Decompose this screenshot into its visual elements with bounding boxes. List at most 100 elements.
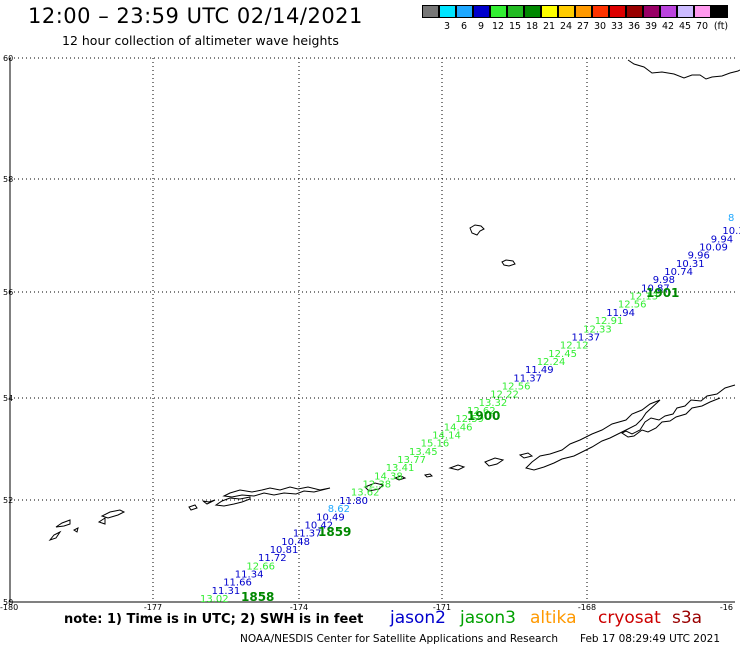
wave-height-label: 13.02 xyxy=(200,594,229,605)
page-subtitle: 12 hour collection of altimeter wave hei… xyxy=(62,33,339,48)
colorbar-unit: (ft) xyxy=(713,21,729,32)
colorbar-label: 39 xyxy=(644,21,658,32)
coastline-segment xyxy=(501,259,516,267)
wave-height-label: 12.13 xyxy=(630,292,659,303)
wave-height-label: 15.16 xyxy=(421,439,450,450)
latitude-label: 54 xyxy=(3,394,13,403)
wave-height-label: 11.72 xyxy=(258,553,287,564)
colorbar-swatch xyxy=(456,5,473,18)
colorbar-label: 12 xyxy=(491,21,505,32)
colorbar-swatch xyxy=(626,5,643,18)
wave-height-label: 10.42 xyxy=(305,520,334,531)
longitude-label: -168 xyxy=(578,603,596,612)
wave-height-label: 14.38 xyxy=(374,471,403,482)
wave-height-label: 10.31 xyxy=(676,259,705,270)
longitude-label: -177 xyxy=(144,603,162,612)
wave-height-label: 12.62 xyxy=(467,406,496,417)
colorbar-swatch xyxy=(592,5,609,18)
wave-height-label: 11.31 xyxy=(212,586,241,597)
coastline-segment xyxy=(627,59,740,80)
coastline-segment xyxy=(484,457,505,467)
wave-height-label: 10.31 xyxy=(722,226,740,237)
wave-height-label: 10.74 xyxy=(664,267,693,278)
credit-text: NOAA/NESDIS Center for Satellite Applica… xyxy=(240,633,558,645)
credit-timestamp: Feb 17 08:29:49 UTC 2021 xyxy=(580,633,720,645)
wave-height-label: 13.45 xyxy=(409,447,438,458)
wave-height-label: 11.37 xyxy=(513,373,542,384)
longitude-label: -174 xyxy=(290,603,308,612)
track-time-label: 1858 xyxy=(241,590,274,604)
coastline-segment xyxy=(55,519,71,528)
wave-height-label: 13.41 xyxy=(386,463,415,474)
colorbar-swatch xyxy=(609,5,626,18)
coastline xyxy=(48,59,740,542)
wave-height-label: 10.49 xyxy=(316,512,345,523)
colorbar-swatch xyxy=(473,5,490,18)
coastline-segment xyxy=(214,496,251,507)
colorbar-label: 24 xyxy=(559,21,573,32)
colorbar-label: 18 xyxy=(525,21,539,32)
track-time-label: 1900 xyxy=(467,409,500,423)
colorbar-swatch xyxy=(524,5,541,18)
footer-note: note: 1) Time is in UTC; 2) SWH is in fe… xyxy=(64,612,364,627)
colorbar-label: 21 xyxy=(542,21,556,32)
coastline-segment xyxy=(97,517,106,525)
latitude-label: 58 xyxy=(3,175,13,184)
wave-height-label: 11.37 xyxy=(572,332,601,343)
coastline-segment xyxy=(393,475,407,481)
colorbar-label: 3 xyxy=(443,21,451,32)
colorbar-swatch xyxy=(507,5,524,18)
colorbar-swatch xyxy=(711,5,728,18)
colorbar-swatch xyxy=(643,5,660,18)
latitude-label: 60 xyxy=(3,54,13,63)
colorbar-label: 15 xyxy=(508,21,522,32)
wave-height-label: 13.32 xyxy=(479,398,508,409)
latitude-label: 56 xyxy=(3,288,13,297)
graticule xyxy=(10,57,735,602)
coastline-segment xyxy=(100,509,126,519)
coastline-segment xyxy=(621,384,736,438)
wave-height-label: 13.77 xyxy=(397,455,426,466)
wave-height-label: 10.09 xyxy=(699,243,728,254)
colorbar-label: 42 xyxy=(661,21,675,32)
wave-height-label: 9.96 xyxy=(688,251,710,262)
coastline-segment xyxy=(525,399,661,471)
legend-jason3: jason3 xyxy=(460,608,516,628)
wave-height-label: 11.66 xyxy=(223,578,252,589)
colorbar-label: 9 xyxy=(477,21,485,32)
wave-height-label: 12.24 xyxy=(537,357,566,368)
wave-height-label: 12.22 xyxy=(490,390,519,401)
wave-height-label: 8.62 xyxy=(328,504,350,515)
wave-height-label: 12.56 xyxy=(618,300,647,311)
colorbar-swatch xyxy=(677,5,694,18)
colorbar-swatch xyxy=(558,5,575,18)
legend-cryosat: cryosat xyxy=(598,608,661,628)
altimeter-track: 13.0211.3111.6611.3412.6611.7210.8110.48… xyxy=(200,213,740,605)
coastline-segment xyxy=(73,527,79,533)
colorbar-label: 33 xyxy=(610,21,624,32)
colorbar-swatch xyxy=(660,5,677,18)
longitude-label: -16 xyxy=(720,603,733,612)
wave-height-label: 12.56 xyxy=(502,382,531,393)
legend-jason2: jason2 xyxy=(390,608,446,628)
track-time-label: 1901 xyxy=(646,286,679,300)
longitude-label: -180 xyxy=(0,603,18,612)
coastline-segment xyxy=(48,530,62,542)
wave-height-label: 12.66 xyxy=(246,561,275,572)
colorbar-swatch xyxy=(422,5,439,18)
track-time-label: 1859 xyxy=(318,525,351,539)
wave-height-label: 12.59 xyxy=(455,414,484,425)
wave-height-label: 8 xyxy=(728,213,734,224)
colorbar-swatch xyxy=(541,5,558,18)
longitude-label: -171 xyxy=(433,603,451,612)
wave-height-label: 10.48 xyxy=(281,537,310,548)
coastline-segment xyxy=(469,224,485,236)
wave-height-label: 9.98 xyxy=(653,275,675,286)
wave-height-label: 11.94 xyxy=(606,308,635,319)
latitude-label: 50 xyxy=(3,598,13,607)
wave-height-label: 12.45 xyxy=(548,349,577,360)
wave-height-label: 12.38 xyxy=(363,480,392,491)
wave-height-label: 14.46 xyxy=(444,422,473,433)
colorbar-label: 30 xyxy=(593,21,607,32)
